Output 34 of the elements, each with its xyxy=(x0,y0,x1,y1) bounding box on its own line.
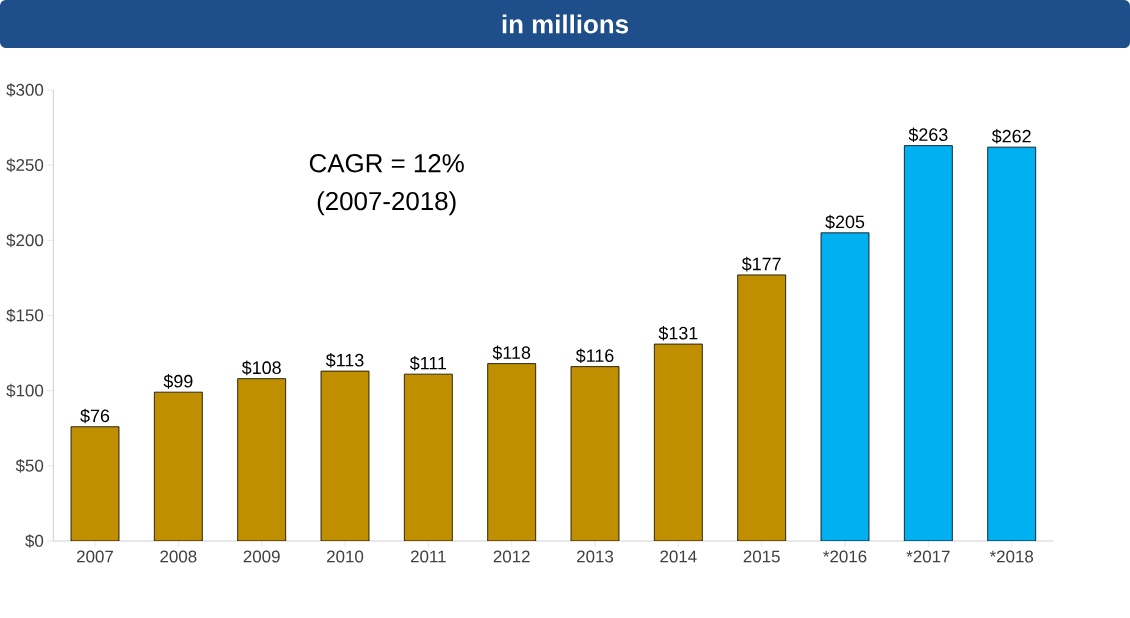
annotation: CAGR = 12% xyxy=(309,154,464,173)
data-label: $131 xyxy=(658,326,698,341)
x-tick-label: *2016 xyxy=(823,550,867,563)
y-tick-label: $200 xyxy=(6,233,44,248)
x-tick-label: 2015 xyxy=(743,550,780,563)
data-label: $177 xyxy=(741,256,781,272)
x-tick-label: 2010 xyxy=(327,550,364,563)
x-tick-label: 2007 xyxy=(77,550,113,563)
annotation: (2007-2018) xyxy=(317,191,456,216)
data-label: $111 xyxy=(409,356,447,371)
x-tick-label: 2009 xyxy=(243,550,280,563)
data-label: $205 xyxy=(825,214,865,230)
data-label: $108 xyxy=(241,360,281,376)
data-label: $118 xyxy=(492,345,531,361)
data-label: $262 xyxy=(991,129,1031,144)
x-tick-label: 2008 xyxy=(160,550,197,563)
x-tick-label: 2014 xyxy=(660,550,697,563)
y-tick-label: $150 xyxy=(6,308,44,323)
data-label: $116 xyxy=(575,348,614,364)
y-tick-label: $250 xyxy=(6,158,44,173)
x-tick-label: *2018 xyxy=(989,550,1034,563)
x-tick-label: 2011 xyxy=(410,550,446,563)
data-label: $99 xyxy=(163,374,193,389)
y-tick-label: $100 xyxy=(6,383,44,398)
y-tick-label: $0 xyxy=(25,534,44,548)
data-label: $76 xyxy=(80,408,110,424)
chart-title: in millions xyxy=(502,14,628,34)
x-tick-label: 2013 xyxy=(577,550,614,563)
data-label: $113 xyxy=(325,353,364,368)
data-label: $263 xyxy=(908,127,948,143)
y-tick-label: $50 xyxy=(15,458,44,473)
x-tick-label: *2017 xyxy=(906,550,950,563)
y-tick-label: $300 xyxy=(6,83,44,97)
x-tick-label: 2012 xyxy=(493,550,530,563)
